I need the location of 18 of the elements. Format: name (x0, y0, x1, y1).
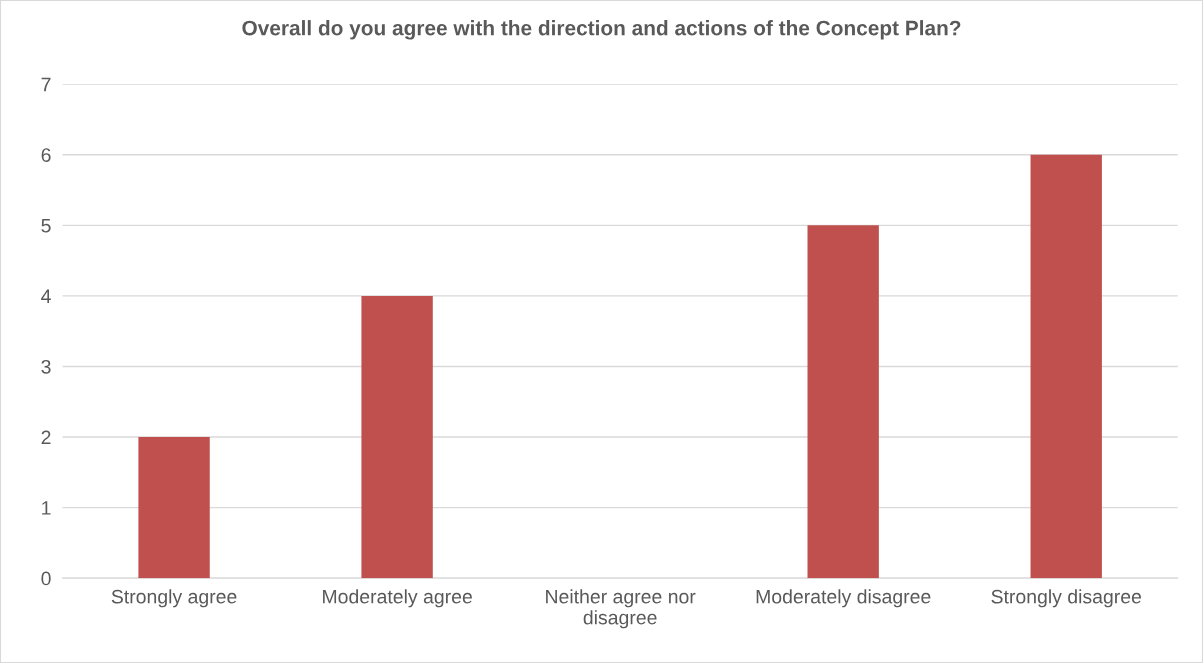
y-tick-label: 4 (41, 289, 51, 303)
chart-title: Overall do you agree with the direction and actions of the Concept Plan? (242, 20, 961, 40)
y-tick-label: 5 (41, 218, 51, 233)
x-tick-label: Moderately agree (323, 589, 472, 608)
y-tick-label: 3 (41, 359, 51, 374)
y-tick-label: 7 (41, 77, 51, 92)
y-tick-label: 6 (41, 148, 51, 162)
bar (1030, 154, 1102, 579)
x-tick-label: Strongly disagree (991, 589, 1142, 608)
y-tick-label: 0 (41, 571, 51, 586)
bar (138, 437, 210, 579)
bar (807, 225, 879, 579)
x-tick-label: Strongly agree (111, 589, 237, 608)
bar (361, 295, 433, 579)
y-tick-label: 1 (42, 501, 51, 515)
x-tick-label: Neither agree nor disagree (546, 589, 696, 629)
y-tick-label: 2 (41, 430, 51, 445)
x-tick-label: Moderately disagree (756, 589, 931, 608)
